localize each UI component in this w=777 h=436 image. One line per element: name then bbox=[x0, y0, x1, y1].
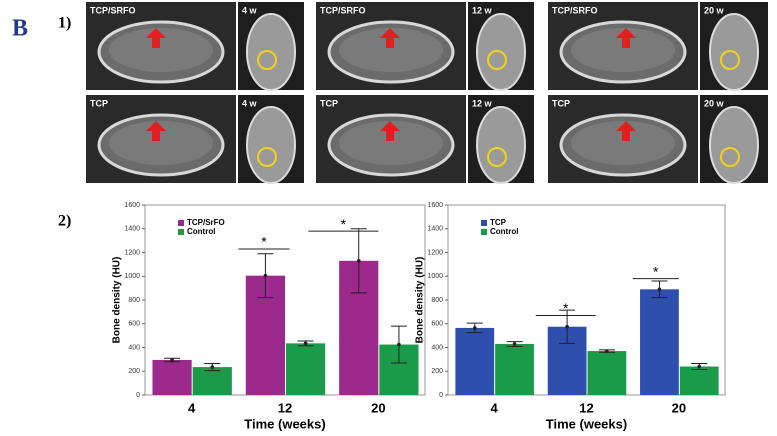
legend-swatch bbox=[178, 220, 184, 226]
red-arrow bbox=[380, 121, 400, 141]
legend-label: Control bbox=[187, 227, 215, 236]
time-label: 20 w bbox=[704, 98, 725, 108]
mean-dot bbox=[263, 273, 268, 278]
y-tick-label: 1000 bbox=[427, 273, 443, 280]
y-tick-label: 0 bbox=[439, 392, 443, 399]
x-tick-label: 4 bbox=[491, 400, 499, 415]
legend-swatch bbox=[481, 220, 487, 226]
y-axis-title: Bone density (HU) bbox=[112, 257, 123, 344]
y-tick-label: 800 bbox=[431, 297, 443, 304]
time-label: 12 w bbox=[472, 98, 493, 108]
red-arrow bbox=[616, 28, 636, 48]
x-axis-title: Time (weeks) bbox=[244, 416, 325, 431]
defect-circle bbox=[487, 50, 507, 70]
sub-label: 1) bbox=[58, 15, 71, 32]
mean-dot bbox=[697, 364, 702, 369]
legend-label: TCP/SrFO bbox=[187, 218, 225, 227]
y-tick-label: 600 bbox=[128, 321, 140, 328]
bar bbox=[587, 351, 627, 395]
mean-dot bbox=[472, 326, 477, 330]
significance-star: * bbox=[261, 234, 267, 250]
panel-label: B bbox=[12, 16, 28, 42]
brain bbox=[339, 28, 443, 72]
group-label: TCP bbox=[552, 98, 570, 108]
group-label: TCP bbox=[320, 98, 338, 108]
red-arrow bbox=[380, 28, 400, 48]
y-tick-label: 0 bbox=[136, 392, 140, 399]
y-tick-label: 1000 bbox=[124, 273, 140, 280]
y-tick-label: 1400 bbox=[124, 226, 140, 233]
skull bbox=[246, 106, 296, 184]
defect-circle bbox=[720, 50, 740, 70]
red-arrow bbox=[616, 121, 636, 141]
significance-star: * bbox=[563, 300, 569, 316]
x-tick-label: 12 bbox=[278, 400, 292, 415]
y-tick-label: 600 bbox=[431, 321, 443, 328]
group-label: TCP/SRFO bbox=[552, 5, 598, 15]
red-arrow bbox=[146, 28, 166, 48]
mean-dot bbox=[356, 259, 361, 263]
mean-dot bbox=[512, 342, 517, 346]
brain bbox=[571, 121, 675, 165]
brain bbox=[109, 121, 213, 165]
bar bbox=[640, 289, 679, 395]
group-label: TCP bbox=[90, 98, 108, 108]
skull bbox=[709, 106, 759, 184]
x-tick-label: 12 bbox=[579, 400, 593, 415]
group-label: TCP/SRFO bbox=[90, 5, 136, 15]
time-label: 4 w bbox=[242, 5, 258, 15]
red-arrow bbox=[146, 121, 166, 141]
legend-label: Control bbox=[490, 227, 518, 236]
legend-label: TCP bbox=[490, 218, 507, 227]
defect-circle bbox=[487, 147, 507, 167]
time-label: 4 w bbox=[242, 98, 258, 108]
time-label: 12 w bbox=[472, 5, 493, 15]
y-tick-label: 1600 bbox=[124, 202, 140, 209]
y-tick-label: 1400 bbox=[427, 226, 443, 233]
bar bbox=[192, 367, 232, 395]
group-label: TCP/SRFO bbox=[320, 5, 366, 15]
mean-dot bbox=[170, 358, 174, 362]
y-tick-label: 1200 bbox=[427, 249, 443, 256]
mean-dot bbox=[210, 365, 215, 369]
y-tick-label: 1600 bbox=[427, 202, 443, 209]
bar bbox=[152, 359, 192, 395]
defect-circle bbox=[720, 147, 740, 167]
legend-swatch bbox=[481, 229, 487, 235]
time-label: 20 w bbox=[704, 5, 725, 15]
bar bbox=[455, 327, 495, 395]
bar bbox=[679, 366, 719, 395]
defect-circle bbox=[257, 50, 277, 70]
mean-dot bbox=[565, 324, 569, 329]
y-tick-label: 200 bbox=[128, 368, 140, 375]
mean-dot bbox=[303, 341, 308, 346]
y-tick-label: 400 bbox=[128, 344, 140, 351]
x-tick-label: 4 bbox=[188, 400, 196, 415]
brain bbox=[339, 121, 443, 165]
y-tick-label: 200 bbox=[431, 368, 443, 375]
mean-dot bbox=[657, 287, 662, 292]
skull bbox=[476, 106, 526, 184]
y-axis-title: Bone density (HU) bbox=[415, 257, 426, 344]
brain bbox=[571, 28, 675, 72]
y-tick-label: 400 bbox=[431, 344, 443, 351]
legend-swatch bbox=[178, 229, 184, 235]
y-tick-label: 1200 bbox=[124, 249, 140, 256]
x-axis-title: Time (weeks) bbox=[546, 416, 627, 431]
mean-dot bbox=[397, 342, 401, 347]
significance-star: * bbox=[341, 216, 347, 232]
defect-circle bbox=[257, 147, 277, 167]
bar bbox=[286, 343, 326, 395]
bar bbox=[495, 343, 534, 395]
mean-dot bbox=[605, 349, 609, 353]
brain bbox=[109, 28, 213, 72]
sub-label: 2) bbox=[58, 213, 71, 230]
x-tick-label: 20 bbox=[371, 400, 385, 415]
significance-star: * bbox=[653, 263, 659, 279]
x-tick-label: 20 bbox=[672, 400, 686, 415]
y-tick-label: 800 bbox=[128, 297, 140, 304]
